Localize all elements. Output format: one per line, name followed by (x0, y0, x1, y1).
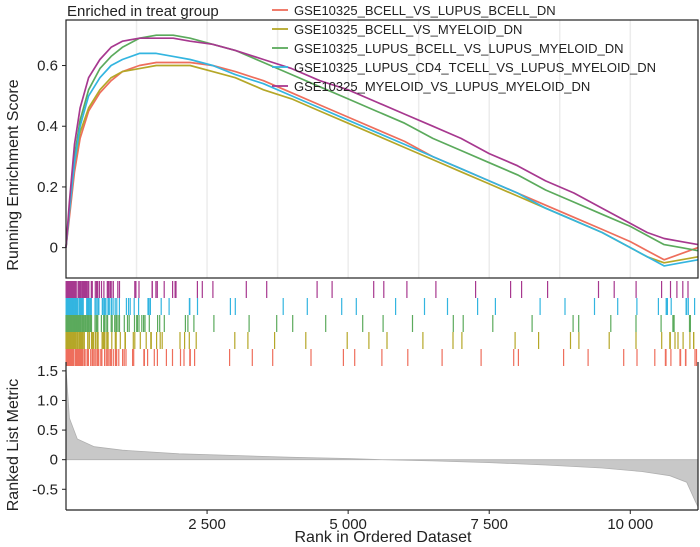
legend-label-series-2: GSE10325_BCELL_VS_MYELOID_DN (294, 22, 522, 37)
es-line-series-3 (65, 34, 699, 252)
x-tick-label: 2 500 (188, 516, 226, 533)
legend-label-series-5: GSE10325_MYELOID_VS_LUPUS_MYELOID_DN (294, 79, 590, 94)
chart-title: Enriched in treat group (67, 3, 219, 20)
es-y-tick-label: 0.4 (37, 118, 58, 135)
ranked-metric-panel (65, 367, 699, 508)
es-y-tick-label: 0.2 (37, 179, 58, 196)
ranked-metric-area (65, 367, 699, 508)
legend-label-series-1: GSE10325_BCELL_VS_LUPUS_BCELL_DN (294, 3, 556, 18)
running-score-panel (65, 34, 699, 267)
es-panel-frame (65, 19, 699, 279)
x-tick-label: 5 000 (329, 516, 367, 533)
es-line-series-4 (65, 52, 699, 267)
metric-y-tick-label: 1.0 (37, 392, 58, 409)
metric-y-tick-label: -0.5 (32, 481, 58, 498)
y-axis-title-bottom: Ranked List Metric (5, 379, 22, 512)
metric-y-tick-label: 0.5 (37, 422, 58, 439)
x-axis-title: Rank in Ordered Dataset (295, 529, 473, 546)
y-axis-title-top: Running Enrichment Score (5, 79, 22, 270)
es-line-series-1 (65, 61, 699, 261)
es-y-tick-label: 0 (50, 240, 58, 257)
x-tick-label: 7 500 (470, 516, 508, 533)
legend: GSE10325_BCELL_VS_LUPUS_BCELL_DN GSE10325… (272, 3, 656, 94)
es-y-tick-label: 0.6 (37, 58, 58, 75)
legend-label-series-4: GSE10325_LUPUS_CD4_TCELL_VS_LUPUS_MYELOI… (294, 60, 656, 75)
metric-y-tick-label: 0 (50, 452, 58, 469)
metric-y-tick-label: 1.5 (37, 363, 58, 380)
legend-label-series-3: GSE10325_LUPUS_BCELL_VS_LUPUS_MYELOID_DN (294, 41, 624, 56)
es-line-series-5 (65, 37, 699, 248)
axes: 0 0.2 0.4 0.6 -0.5 0 0.5 1.0 1.5 2 500 5 000 7 500 1… (32, 19, 699, 533)
x-tick-label: 10 000 (607, 516, 653, 533)
es-gridlines (135, 20, 632, 278)
gene-hit-rug (65, 281, 698, 366)
